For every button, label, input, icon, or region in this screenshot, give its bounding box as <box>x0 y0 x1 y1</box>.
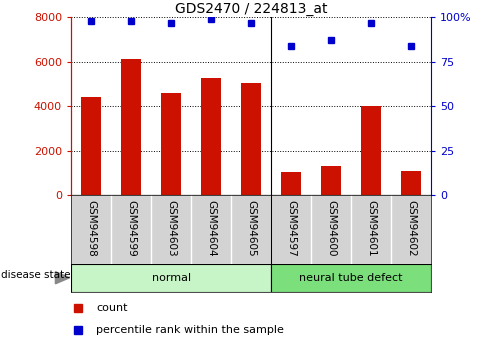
Text: GSM94602: GSM94602 <box>406 200 416 257</box>
Bar <box>271 264 431 292</box>
Text: GSM94601: GSM94601 <box>366 200 376 257</box>
Text: GSM94603: GSM94603 <box>166 200 176 257</box>
Bar <box>121 59 141 195</box>
Text: GSM94598: GSM94598 <box>86 200 96 257</box>
Bar <box>281 171 301 195</box>
Text: normal: normal <box>151 273 191 283</box>
Bar <box>201 78 221 195</box>
Bar <box>161 93 181 195</box>
Text: GSM94599: GSM94599 <box>126 200 136 257</box>
Title: GDS2470 / 224813_at: GDS2470 / 224813_at <box>175 2 327 16</box>
Bar <box>71 264 271 292</box>
Bar <box>241 83 261 195</box>
Text: disease state: disease state <box>1 270 71 280</box>
Text: GSM94597: GSM94597 <box>286 200 296 257</box>
Bar <box>401 171 421 195</box>
Polygon shape <box>55 272 70 284</box>
Bar <box>81 97 101 195</box>
Text: count: count <box>96 303 128 313</box>
Text: neural tube defect: neural tube defect <box>299 273 403 283</box>
Text: GSM94604: GSM94604 <box>206 200 216 257</box>
Bar <box>321 166 341 195</box>
Text: percentile rank within the sample: percentile rank within the sample <box>96 325 284 335</box>
Bar <box>361 106 381 195</box>
Text: GSM94600: GSM94600 <box>326 200 336 257</box>
Text: GSM94605: GSM94605 <box>246 200 256 257</box>
